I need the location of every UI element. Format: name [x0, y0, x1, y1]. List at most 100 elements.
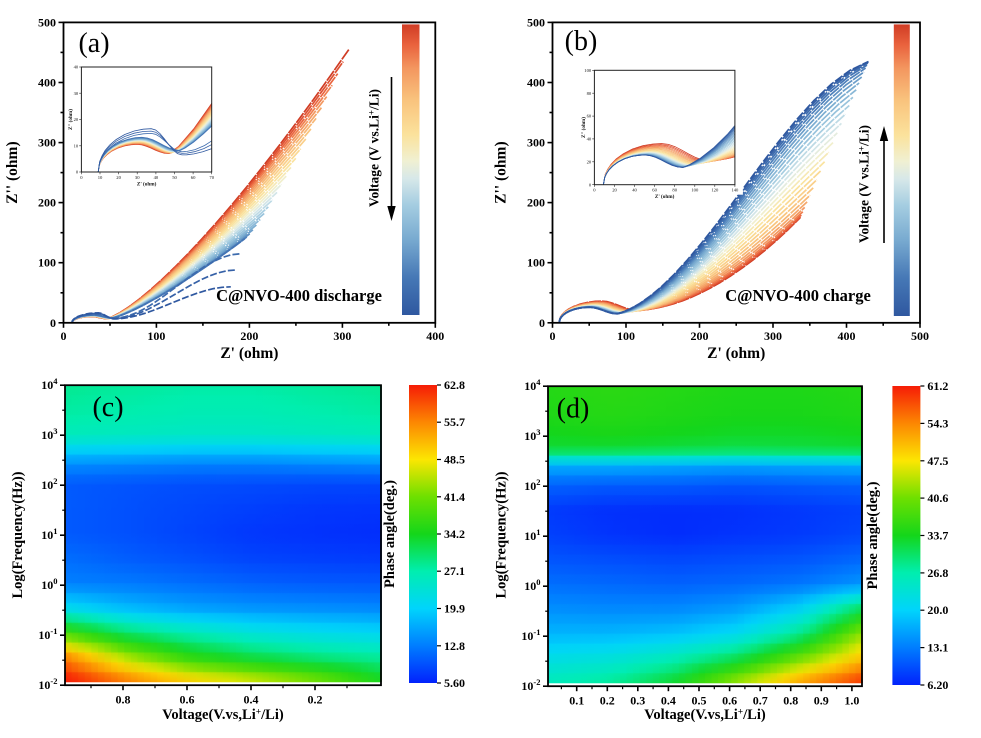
svg-text:34.2: 34.2	[444, 527, 465, 541]
svg-text:0.4: 0.4	[661, 694, 676, 708]
svg-text:30: 30	[135, 175, 140, 180]
svg-text:47.5: 47.5	[927, 454, 948, 468]
svg-text:Z'' (ohm): Z'' (ohm)	[493, 141, 510, 203]
svg-text:12.8: 12.8	[444, 639, 465, 653]
svg-text:Voltage (V vs.Li+/Li): Voltage (V vs.Li+/Li)	[367, 89, 382, 207]
svg-text:0.1: 0.1	[569, 694, 584, 708]
svg-text:0: 0	[593, 188, 596, 193]
svg-text:C@NVO-400 charge: C@NVO-400 charge	[725, 286, 871, 305]
svg-text:10: 10	[74, 143, 79, 148]
svg-text:41.4: 41.4	[444, 490, 465, 504]
svg-text:100: 100	[147, 329, 165, 343]
svg-text:Log(Frequency(Hz)): Log(Frequency(Hz))	[494, 471, 510, 598]
svg-text:0.2: 0.2	[308, 693, 323, 707]
svg-text:30: 30	[74, 91, 79, 96]
svg-text:20: 20	[612, 188, 617, 193]
svg-text:200: 200	[38, 196, 56, 210]
svg-text:33.7: 33.7	[927, 529, 948, 543]
svg-text:1.0: 1.0	[844, 694, 859, 708]
svg-text:40: 40	[74, 65, 79, 70]
svg-text:0.2: 0.2	[600, 694, 615, 708]
svg-text:(a): (a)	[78, 28, 109, 59]
svg-text:0.3: 0.3	[630, 694, 645, 708]
svg-text:400: 400	[426, 329, 444, 343]
svg-text:54.3: 54.3	[927, 416, 948, 430]
svg-text:0.7: 0.7	[753, 694, 768, 708]
svg-text:400: 400	[527, 76, 545, 90]
svg-text:500: 500	[911, 329, 929, 343]
svg-text:0.9: 0.9	[814, 694, 829, 708]
svg-text:80: 80	[672, 188, 677, 193]
svg-text:500: 500	[38, 15, 56, 29]
svg-text:Log(Frequency(Hz)): Log(Frequency(Hz))	[10, 471, 26, 598]
svg-text:13.1: 13.1	[927, 641, 948, 655]
svg-text:20: 20	[587, 159, 592, 164]
svg-text:0: 0	[76, 170, 79, 175]
svg-text:61.2: 61.2	[927, 379, 948, 393]
svg-text:400: 400	[838, 329, 856, 343]
svg-text:Z'' (ohm): Z'' (ohm)	[67, 109, 74, 130]
svg-text:60: 60	[191, 175, 196, 180]
svg-text:0.4: 0.4	[244, 693, 259, 707]
svg-text:20.0: 20.0	[927, 603, 948, 617]
svg-text:300: 300	[527, 136, 545, 150]
svg-text:0: 0	[550, 329, 556, 343]
svg-text:200: 200	[691, 329, 709, 343]
svg-text:0.6: 0.6	[722, 694, 737, 708]
svg-text:40.6: 40.6	[927, 491, 948, 505]
svg-text:60: 60	[587, 114, 592, 119]
svg-text:Voltage(V.vs,Li+/Li): Voltage(V.vs,Li+/Li)	[162, 707, 284, 723]
svg-text:Z'' (ohm): Z'' (ohm)	[4, 141, 21, 203]
svg-text:0.8: 0.8	[116, 693, 131, 707]
svg-text:50: 50	[172, 175, 177, 180]
svg-text:400: 400	[38, 76, 56, 90]
svg-text:120: 120	[711, 188, 719, 193]
svg-text:300: 300	[38, 136, 56, 150]
svg-text:20: 20	[74, 117, 79, 122]
svg-text:20: 20	[116, 175, 121, 180]
svg-text:100: 100	[584, 68, 592, 73]
svg-text:Z' (ohm): Z' (ohm)	[707, 345, 765, 362]
svg-text:(c): (c)	[92, 392, 123, 423]
svg-text:62.8: 62.8	[444, 378, 465, 392]
svg-text:0: 0	[539, 316, 545, 330]
svg-text:40: 40	[587, 137, 592, 142]
svg-text:26.8: 26.8	[927, 566, 948, 580]
svg-text:Z' (ohm): Z' (ohm)	[655, 193, 675, 200]
svg-text:19.9: 19.9	[444, 602, 465, 616]
svg-text:300: 300	[333, 329, 351, 343]
svg-text:0: 0	[61, 329, 67, 343]
svg-text:70: 70	[209, 175, 214, 180]
svg-text:0.6: 0.6	[180, 693, 195, 707]
svg-text:C@NVO-400 discharge: C@NVO-400 discharge	[216, 286, 382, 305]
svg-text:100: 100	[527, 256, 545, 270]
svg-text:(d): (d)	[557, 394, 590, 425]
svg-text:48.5: 48.5	[444, 453, 465, 467]
svg-text:Z' (ohm): Z' (ohm)	[137, 181, 157, 188]
svg-text:60: 60	[652, 188, 657, 193]
svg-text:200: 200	[240, 329, 258, 343]
svg-text:27.1: 27.1	[444, 564, 465, 578]
svg-text:0: 0	[50, 316, 56, 330]
svg-text:100: 100	[38, 256, 56, 270]
svg-text:Phase angle(deg.): Phase angle(deg.)	[865, 481, 881, 589]
svg-text:0: 0	[589, 182, 592, 187]
svg-text:10: 10	[98, 175, 103, 180]
svg-text:Phase angle(deg.): Phase angle(deg.)	[382, 480, 398, 588]
svg-text:Z' (ohm): Z' (ohm)	[220, 345, 278, 362]
svg-text:100: 100	[617, 329, 635, 343]
svg-text:80: 80	[587, 91, 592, 96]
svg-text:500: 500	[527, 15, 545, 29]
svg-text:300: 300	[764, 329, 782, 343]
svg-text:140: 140	[731, 188, 739, 193]
svg-text:6.20: 6.20	[927, 678, 948, 692]
svg-text:55.7: 55.7	[444, 415, 465, 429]
svg-text:Voltage(V.vs,Li+/Li): Voltage(V.vs,Li+/Li)	[644, 707, 766, 723]
svg-text:200: 200	[527, 196, 545, 210]
svg-text:Z'' (ohm): Z'' (ohm)	[580, 117, 587, 138]
svg-text:0.8: 0.8	[783, 694, 798, 708]
svg-text:40: 40	[154, 175, 159, 180]
svg-text:5.60: 5.60	[444, 676, 465, 690]
svg-text:0: 0	[80, 175, 83, 180]
svg-text:0.5: 0.5	[692, 694, 707, 708]
